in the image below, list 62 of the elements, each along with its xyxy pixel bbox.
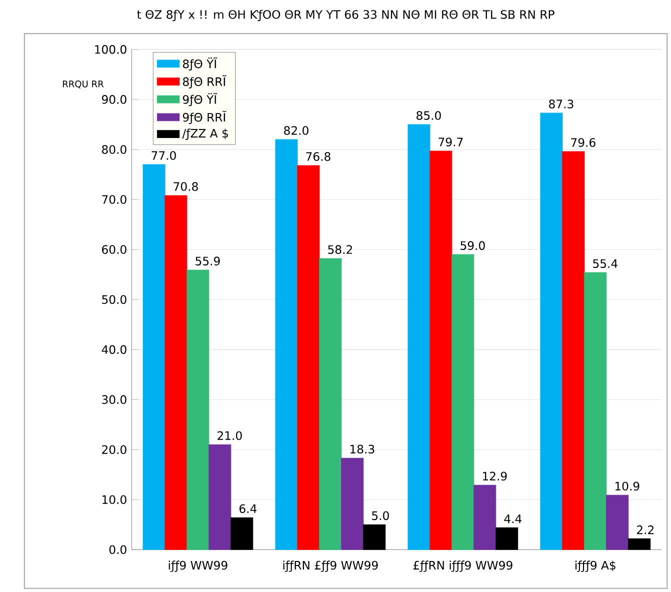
bar (186, 270, 210, 550)
x-tick-label: £ƒƒRN iƒƒƒ9 WW99 (413, 560, 512, 572)
data-label: 87.3 (549, 99, 574, 108)
data-label: 2.2 (637, 525, 654, 534)
data-label: 70.8 (174, 182, 198, 191)
bar (297, 165, 320, 550)
data-label: 58.2 (328, 245, 352, 254)
data-label: 55.4 (593, 259, 618, 268)
data-label: 79.6 (571, 138, 596, 147)
x-tick-label: iƒƒRN £ƒƒ9 WW99 (283, 560, 378, 572)
bar (142, 164, 166, 550)
data-label: 59.0 (460, 241, 485, 250)
x-tick-label: iƒƒƒ9 A$ (576, 560, 616, 572)
data-label: 6.4 (240, 504, 257, 513)
bar (606, 494, 629, 550)
legend-label: /ƒZZ A $ (182, 128, 228, 140)
data-label: 10.9 (615, 482, 640, 490)
bar (430, 150, 452, 550)
bar (341, 458, 364, 550)
data-label: 82.0 (284, 126, 308, 135)
bar (408, 124, 430, 550)
y-tick-label: 90.0 (102, 94, 126, 104)
bar (474, 484, 496, 550)
data-label: 79.7 (438, 137, 463, 146)
legend-label: 9ƒΘ RRĨ (182, 110, 226, 124)
y-tick-label: 80.0 (102, 144, 126, 154)
data-label: 76.8 (306, 152, 330, 161)
bar (208, 444, 232, 550)
bar (230, 517, 254, 550)
bar (164, 195, 188, 550)
legend-label: 9ƒΘ ŸĨ (182, 92, 218, 106)
bar (452, 254, 474, 550)
data-label: 12.9 (482, 472, 507, 480)
y-tick-label: 10.0 (102, 495, 126, 504)
x-tick-label: iƒƒ9 WW99 (168, 560, 228, 572)
legend-label: 8ƒΘ RRĨ (182, 75, 226, 88)
y-tick-label: 70.0 (102, 194, 126, 204)
chart-title: t ΘZ 8ƒY x !! m ΘH ƘƒOO ΘR MY YT 66 33 NN NΘ MI RΘ ΘR TL SB RN RP (137, 10, 554, 21)
y-tick-label: 30.0 (102, 395, 126, 404)
bar (584, 272, 607, 550)
bar (496, 527, 518, 550)
legend-label: 8ƒΘ ŸĨ (182, 57, 218, 70)
data-label: 77.0 (152, 150, 176, 160)
bar (540, 112, 563, 550)
y-axis-title: RRQU RR (62, 80, 104, 88)
y-tick-label: 40.0 (102, 345, 126, 354)
y-tick-label: 100.0 (95, 44, 126, 54)
y-tick-label: 0.0 (109, 545, 126, 554)
data-label: 85.0 (416, 110, 441, 120)
bar (319, 258, 342, 550)
data-label: 5.0 (372, 511, 389, 520)
y-tick-label: 60.0 (102, 244, 126, 254)
data-label: 4.4 (504, 514, 522, 523)
y-tick-label: 20.0 (102, 445, 126, 454)
data-label: 55.9 (196, 256, 220, 266)
data-label: 18.3 (350, 444, 374, 454)
bar (363, 524, 386, 550)
data-label: 21.0 (218, 431, 242, 440)
bar (562, 151, 585, 550)
y-tick-label: 50.0 (102, 295, 126, 304)
bar (628, 538, 651, 550)
bar (275, 139, 298, 550)
